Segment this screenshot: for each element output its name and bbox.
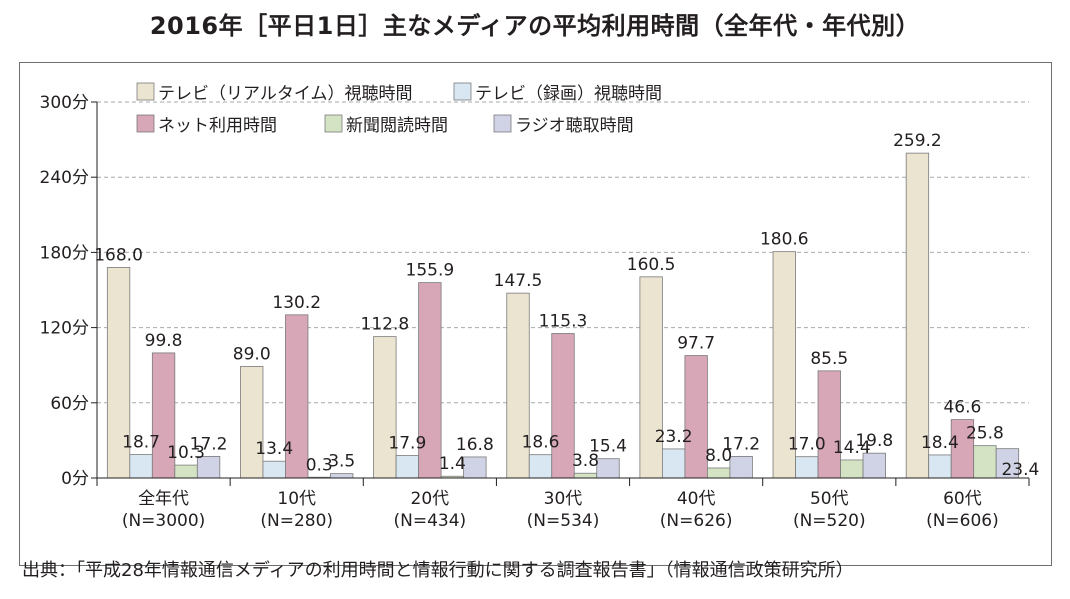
y-tick-label: 240分 <box>40 168 89 188</box>
category-sublabel: (N=534) <box>527 511 600 531</box>
category-sublabel: (N=520) <box>793 511 866 531</box>
bar <box>661 448 686 479</box>
bar <box>262 460 286 479</box>
bar <box>129 454 153 479</box>
category-sublabel: (N=606) <box>926 511 999 531</box>
legend-swatch <box>493 114 512 133</box>
bar <box>928 454 952 479</box>
data-label: 97.7 <box>677 334 715 354</box>
y-tick-label: 0分 <box>61 469 89 489</box>
data-label: 25.8 <box>966 424 1004 444</box>
data-label: 3.8 <box>572 451 599 471</box>
legend-swatch <box>324 114 343 133</box>
legend-label: 新聞閲読時間 <box>346 116 448 136</box>
data-label: 19.8 <box>855 431 893 451</box>
bar <box>905 152 930 479</box>
y-tick-label: 60分 <box>50 394 89 414</box>
data-label: 46.6 <box>943 398 981 418</box>
data-label: 10.3 <box>167 443 205 463</box>
category-label: 10代 <box>277 489 316 509</box>
data-label: 89.0 <box>233 344 271 364</box>
bar <box>174 464 198 479</box>
data-label: 23.2 <box>655 427 693 447</box>
data-label: 1.4 <box>439 454 466 474</box>
bar <box>373 336 397 479</box>
data-label: 15.4 <box>589 437 627 457</box>
legend-swatch <box>453 82 472 101</box>
bar <box>551 333 575 479</box>
data-label: 14.4 <box>833 438 871 458</box>
data-label: 3.5 <box>328 452 355 472</box>
legend-swatch <box>136 114 155 133</box>
data-label: 155.9 <box>406 261 455 281</box>
data-label: 0.3 <box>306 456 333 476</box>
legend-swatch <box>136 82 155 101</box>
category-label: 40代 <box>677 489 716 509</box>
data-label: 112.8 <box>361 315 410 335</box>
category-label: 60代 <box>943 489 982 509</box>
category-sublabel: (N=626) <box>660 511 733 531</box>
bar <box>729 456 753 479</box>
bar <box>684 355 708 479</box>
category-label: 50代 <box>810 489 849 509</box>
data-label: 17.9 <box>388 434 426 454</box>
data-label: 130.2 <box>272 293 321 313</box>
legend-label: ネット利用時間 <box>158 116 277 136</box>
plot-border <box>19 62 1052 566</box>
data-label: 99.8 <box>145 331 183 351</box>
category-label: 20代 <box>411 489 450 509</box>
bar <box>330 473 354 479</box>
legend-label: テレビ（リアルタイム）視聴時間 <box>158 84 413 104</box>
data-label: 160.5 <box>627 255 676 275</box>
data-label: 17.2 <box>722 434 760 454</box>
data-label: 23.4 <box>1001 460 1039 480</box>
bar <box>840 459 864 479</box>
category-sublabel: (N=280) <box>260 511 333 531</box>
category-sublabel: (N=434) <box>394 511 467 531</box>
data-label: 13.4 <box>255 439 293 459</box>
data-label: 8.0 <box>705 446 732 466</box>
bar <box>463 456 487 479</box>
data-label: 115.3 <box>539 311 588 331</box>
label-layer: 168.0 89.0 112.8 147.5 160.5 180.6 259.2 18.7 13… <box>94 131 1039 480</box>
data-label: 85.5 <box>810 349 848 369</box>
legend-label: ラジオ聴取時間 <box>515 116 634 136</box>
data-label: 18.4 <box>921 433 959 453</box>
bar <box>973 445 997 479</box>
legend-label: テレビ（録画）視聴時間 <box>475 84 662 104</box>
source-note: 出典：「平成28年情報通信メディアの利用時間と情報行動に関する調査報告書」（情報… <box>22 560 854 581</box>
category-label: 30代 <box>544 489 583 509</box>
category-label: 全年代 <box>138 489 189 509</box>
data-label: 18.7 <box>122 433 160 453</box>
chart-title: 2016年［平日1日］主なメディアの平均利用時間（全年代・年代別） <box>149 12 921 40</box>
bar <box>240 366 264 479</box>
data-label: 180.6 <box>760 230 809 250</box>
bar <box>706 467 731 479</box>
bar <box>573 472 598 479</box>
data-label: 16.8 <box>456 435 494 455</box>
data-label: 168.0 <box>94 245 143 265</box>
y-tick-label: 300分 <box>40 93 89 113</box>
category-sublabel: (N=3000) <box>122 511 206 531</box>
bar <box>639 276 663 479</box>
bar <box>795 456 819 479</box>
data-label: 17.2 <box>190 434 228 454</box>
y-tick-label: 120分 <box>40 319 89 339</box>
data-label: 147.5 <box>494 271 543 291</box>
data-label: 18.6 <box>522 433 560 453</box>
bar <box>596 458 620 479</box>
bar <box>817 370 841 479</box>
bar <box>395 455 420 479</box>
data-label: 17.0 <box>788 435 826 455</box>
y-tick-label: 180分 <box>40 243 89 263</box>
bar-layer <box>106 152 1020 479</box>
bar <box>528 454 553 479</box>
data-label: 259.2 <box>893 131 942 151</box>
chart-frame: 168.0 89.0 112.8 147.5 160.5 180.6 259.2 18.7 13… <box>19 62 1052 566</box>
